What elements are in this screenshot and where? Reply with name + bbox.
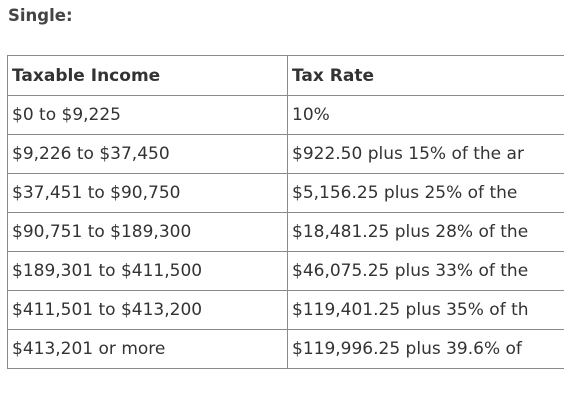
tax-rate-cell: $46,075.25 plus 33% of the: [287, 251, 564, 291]
taxable-income-cell: $9,226 to $37,450: [7, 134, 288, 174]
tax-rate-cell: 10%: [287, 95, 564, 135]
column-header-tax-rate: Tax Rate: [287, 55, 564, 96]
table-row: $90,751 to $189,300 $18,481.25 plus 28% …: [7, 212, 564, 252]
table-row: $0 to $9,225 10%: [7, 95, 564, 135]
tax-rate-cell: $119,401.25 plus 35% of th: [287, 290, 564, 330]
taxable-income-cell: $189,301 to $411,500: [7, 251, 288, 291]
tax-bracket-table-container: Taxable Income Tax Rate $0 to $9,225 10%…: [7, 55, 564, 369]
column-header-taxable-income: Taxable Income: [7, 55, 288, 96]
tax-rate-cell: $18,481.25 plus 28% of the: [287, 212, 564, 252]
table-row: $413,201 or more $119,996.25 plus 39.6% …: [7, 329, 564, 369]
table-header-row: Taxable Income Tax Rate: [7, 55, 564, 96]
taxable-income-cell: $413,201 or more: [7, 329, 288, 369]
table-row: $37,451 to $90,750 $5,156.25 plus 25% of…: [7, 173, 564, 213]
table-row: $189,301 to $411,500 $46,075.25 plus 33%…: [7, 251, 564, 291]
taxable-income-cell: $37,451 to $90,750: [7, 173, 288, 213]
table-row: $411,501 to $413,200 $119,401.25 plus 35…: [7, 290, 564, 330]
section-heading-single: Single:: [8, 6, 73, 25]
tax-bracket-table: Taxable Income Tax Rate $0 to $9,225 10%…: [7, 55, 564, 369]
tax-rate-cell: $922.50 plus 15% of the ar: [287, 134, 564, 174]
table-row: $9,226 to $37,450 $922.50 plus 15% of th…: [7, 134, 564, 174]
taxable-income-cell: $90,751 to $189,300: [7, 212, 288, 252]
taxable-income-cell: $0 to $9,225: [7, 95, 288, 135]
tax-rate-cell: $119,996.25 plus 39.6% of: [287, 329, 564, 369]
taxable-income-cell: $411,501 to $413,200: [7, 290, 288, 330]
tax-rate-cell: $5,156.25 plus 25% of the: [287, 173, 564, 213]
